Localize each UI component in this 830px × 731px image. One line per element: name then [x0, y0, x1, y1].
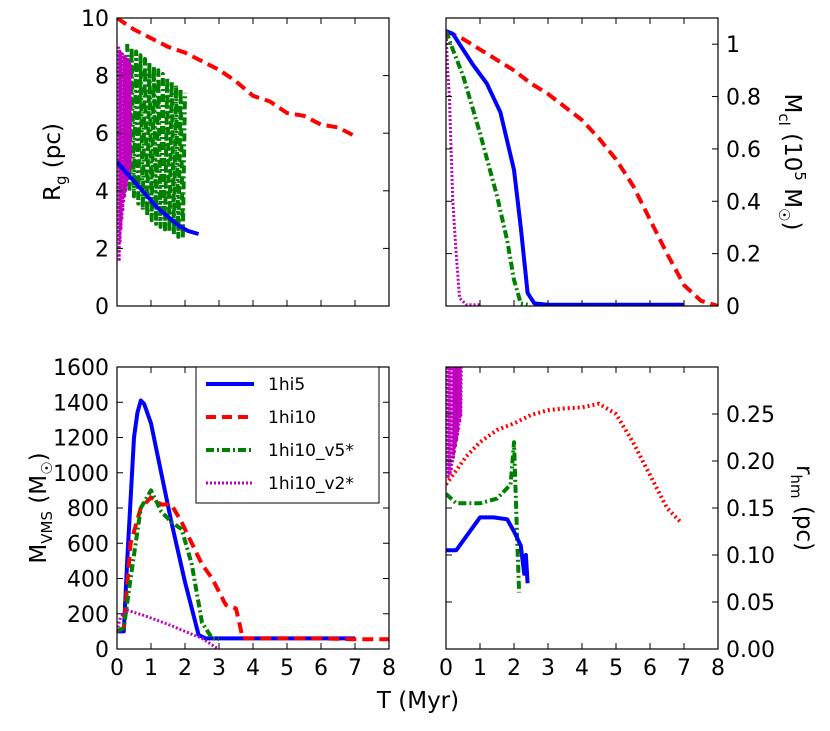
xtick-label-rhm: 7	[677, 656, 691, 681]
axes-frame-mcl	[445, 17, 719, 307]
ytick-label-mvms: 400	[67, 568, 109, 593]
ylabel-rhm: rhm (pc)	[787, 465, 817, 551]
series-mcl-1hi5	[446, 29, 684, 306]
xtick-label-mvms: 7	[348, 656, 362, 681]
ytick-label-mvms: 0	[95, 638, 109, 663]
xtick-label-mvms: 2	[178, 656, 192, 681]
xtick-label-mvms: 6	[314, 656, 328, 681]
series-mvms-1hi10	[117, 495, 389, 642]
ytick-label-mcl: 0.6	[726, 138, 761, 163]
ytick-label-mvms: 1000	[53, 462, 109, 487]
legend-label-1hi10: 1hi10	[268, 408, 316, 428]
ylabel-mvms: MVMS (M☉)	[26, 452, 56, 563]
ytick-label-rhm: 0.15	[726, 497, 775, 522]
ytick-label-mvms: 1200	[53, 427, 109, 452]
series-rg-1hi10-v5	[125, 43, 187, 241]
ytick-label-mvms: 600	[67, 532, 109, 557]
ytick-label-mvms: 800	[67, 497, 109, 522]
xtick-label-rhm: 6	[643, 656, 657, 681]
xtick-label-mvms: 4	[246, 656, 260, 681]
ytick-label-mcl: 0.2	[726, 243, 761, 268]
ytick-label-mcl: 1	[726, 33, 740, 58]
ytick-label-rg: 10	[81, 7, 109, 32]
ytick-label-mvms: 200	[67, 603, 109, 628]
axes-frame-rhm	[445, 366, 719, 650]
series-mcl-1hi10	[446, 29, 718, 306]
xtick-label-rhm: 2	[507, 656, 521, 681]
ytick-label-rhm: 0.25	[726, 403, 775, 428]
xtick-label-mvms: 1	[144, 656, 158, 681]
series-rg-1hi10	[117, 18, 356, 138]
xtick-label-rhm: 5	[609, 656, 623, 681]
series-rg-1hi5	[117, 160, 200, 236]
ytick-label-rhm: 0.00	[726, 638, 775, 663]
ytick-label-mcl: 0.8	[726, 86, 761, 111]
xtick-label-rhm: 3	[541, 656, 555, 681]
series-rhm-1hi5	[446, 515, 530, 584]
ytick-label-mvms: 1600	[53, 356, 109, 381]
series-rg-1hi10-v2	[117, 46, 133, 263]
ytick-label-mcl: 0.4	[726, 190, 761, 215]
ylabel-rg: Rg (pc)	[40, 123, 70, 201]
xtick-label-mvms: 0	[110, 656, 124, 681]
xtick-label-rhm: 1	[473, 656, 487, 681]
legend-label-1hi10-v5: 1hi10_v5*	[268, 441, 354, 461]
ytick-label-rhm: 0.10	[726, 544, 775, 569]
legend: 1hi5 1hi10 1hi10_v5* 1hi10_v2*	[195, 366, 380, 504]
ytick-label-rg: 4	[95, 180, 109, 205]
xlabel: T (Myr)	[376, 688, 459, 714]
legend-label-1hi5: 1hi5	[268, 375, 305, 395]
legend-box	[195, 366, 380, 504]
xtick-label-rhm: 4	[575, 656, 589, 681]
ytick-label-rg: 6	[95, 122, 109, 147]
series-rhm-1hi10-v2	[446, 367, 463, 480]
series-mvms-1hi10-v5	[117, 488, 220, 642]
xtick-label-rhm: 8	[711, 656, 725, 681]
ytick-label-rhm: 0.05	[726, 591, 775, 616]
ytick-label-rg: 8	[95, 65, 109, 90]
panel-rg: 0 2 4 6 8 10 Rg (pc)	[40, 7, 390, 320]
xtick-label-rhm: 0	[439, 656, 453, 681]
ytick-label-rhm: 0.20	[726, 450, 775, 475]
ytick-label-mvms: 1400	[53, 391, 109, 416]
xtick-label-mvms: 3	[212, 656, 226, 681]
legend-label-1hi10-v2: 1hi10_v2*	[268, 474, 354, 494]
series-mvms-1hi10-v2	[117, 608, 220, 649]
xtick-label-mvms: 8	[382, 656, 396, 681]
xtick-label-mvms: 5	[280, 656, 294, 681]
ylabel-mcl: Mcl (105 M☉)	[775, 94, 809, 231]
panel-mcl: 0 0.2 0.4 0.6 0.8 1 Mcl (105 M☉)	[445, 17, 809, 320]
ytick-label-mcl: 0	[726, 295, 740, 320]
ytick-label-rg: 2	[95, 237, 109, 262]
series-mcl-1hi10-v2	[446, 31, 480, 306]
series-rhm-1hi10-v5	[446, 440, 522, 593]
series-mcl-1hi10-v5	[446, 30, 528, 306]
ytick-label-rg: 0	[95, 295, 109, 320]
panel-rhm: 0 1 2 3 4 5 6 7 80.00 0.05 0.10 0.15 0.20 0.25 rhm (p…	[439, 366, 817, 681]
